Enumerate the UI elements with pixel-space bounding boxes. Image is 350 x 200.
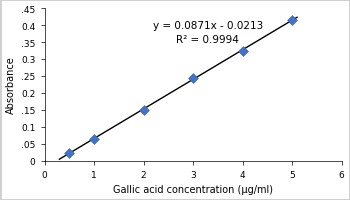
Point (141, 109, 146, 112)
Point (66, 152, 72, 155)
Text: y = 0.0871x - 0.0213
R² = 0.9994: y = 0.0871x - 0.0213 R² = 0.9994 (153, 21, 263, 45)
Y-axis label: Absorbance: Absorbance (6, 56, 15, 114)
Point (289, 19, 295, 22)
Point (190, 77, 196, 80)
Point (240, 50, 245, 53)
Point (91, 137, 97, 141)
X-axis label: Gallic acid concentration (μg/ml): Gallic acid concentration (μg/ml) (113, 185, 273, 194)
